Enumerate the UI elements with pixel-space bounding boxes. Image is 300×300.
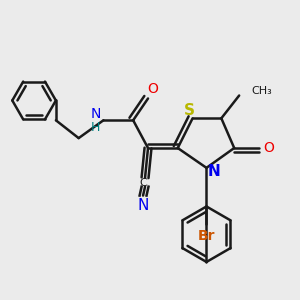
Text: C: C — [139, 178, 147, 188]
Text: H: H — [91, 121, 100, 134]
Text: O: O — [148, 82, 158, 96]
Text: N: N — [137, 198, 149, 213]
Text: O: O — [263, 141, 274, 155]
Text: N: N — [208, 164, 221, 179]
Text: N: N — [90, 107, 101, 121]
Text: Br: Br — [198, 229, 215, 243]
Text: S: S — [184, 103, 195, 118]
Text: CH₃: CH₃ — [251, 85, 272, 96]
